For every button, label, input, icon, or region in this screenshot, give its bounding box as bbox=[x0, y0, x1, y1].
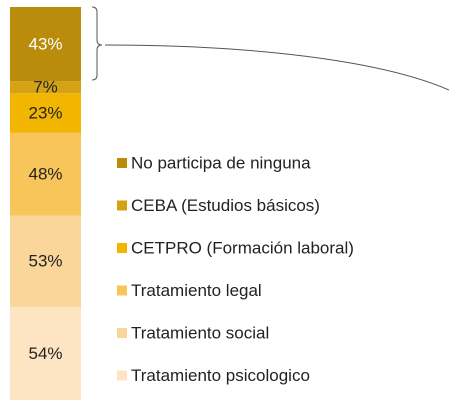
legend-label: Tratamiento legal bbox=[131, 281, 262, 300]
bracket bbox=[91, 6, 103, 81]
legend-label: Tratamiento social bbox=[131, 323, 269, 342]
legend-swatch bbox=[117, 243, 127, 253]
legend-label: Tratamiento psicologico bbox=[131, 366, 310, 385]
data-label: 54% bbox=[28, 344, 62, 363]
legend-swatch bbox=[117, 328, 127, 338]
legend-label: No participa de ninguna bbox=[131, 153, 311, 172]
connector bbox=[104, 44, 449, 91]
legend-swatch bbox=[117, 285, 127, 296]
data-label: 23% bbox=[28, 103, 62, 122]
data-label: 43% bbox=[28, 35, 62, 54]
bar-segment bbox=[10, 215, 81, 307]
legend-swatch bbox=[117, 158, 127, 168]
data-label: 48% bbox=[28, 165, 62, 184]
bar-segment bbox=[10, 7, 81, 82]
legend-label: CEBA (Estudios básicos) bbox=[131, 196, 320, 215]
bar-segment bbox=[10, 306, 81, 400]
legend-swatch bbox=[117, 370, 127, 381]
bar-segment bbox=[10, 132, 81, 216]
bar-segment bbox=[10, 93, 81, 133]
legend-swatch bbox=[117, 200, 127, 211]
data-label: 7% bbox=[33, 78, 58, 97]
data-label: 53% bbox=[28, 252, 62, 271]
legend-label: CETPRO (Formación laboral) bbox=[131, 238, 354, 257]
bar-segment bbox=[10, 81, 81, 94]
